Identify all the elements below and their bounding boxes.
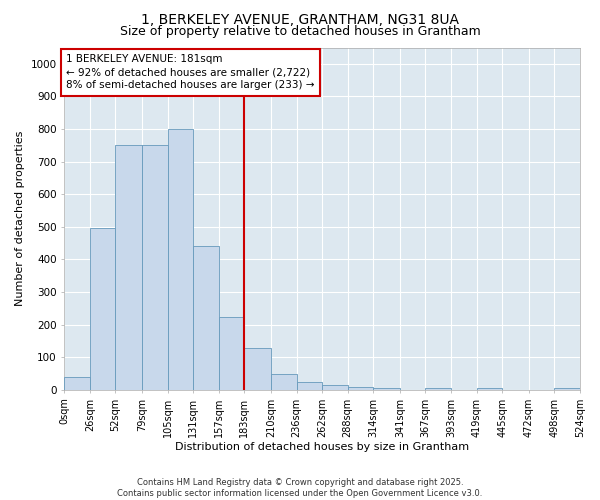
Bar [167,129,193,390]
Bar [476,388,502,390]
Bar [142,146,167,390]
Bar [322,385,348,390]
Bar [425,388,451,390]
Bar [373,388,400,390]
Bar [90,228,115,390]
Bar [64,377,90,390]
Bar [554,388,580,390]
X-axis label: Distribution of detached houses by size in Grantham: Distribution of detached houses by size … [175,442,469,452]
Y-axis label: Number of detached properties: Number of detached properties [15,131,25,306]
Text: 1 BERKELEY AVENUE: 181sqm
← 92% of detached houses are smaller (2,722)
8% of sem: 1 BERKELEY AVENUE: 181sqm ← 92% of detac… [66,54,315,90]
Bar [193,246,219,390]
Text: 1, BERKELEY AVENUE, GRANTHAM, NG31 8UA: 1, BERKELEY AVENUE, GRANTHAM, NG31 8UA [141,12,459,26]
Text: Size of property relative to detached houses in Grantham: Size of property relative to detached ho… [119,25,481,38]
Bar [271,374,296,390]
Text: Contains HM Land Registry data © Crown copyright and database right 2025.
Contai: Contains HM Land Registry data © Crown c… [118,478,482,498]
Bar [244,348,271,390]
Bar [219,316,244,390]
Bar [348,386,373,390]
Bar [115,146,142,390]
Bar [296,382,322,390]
